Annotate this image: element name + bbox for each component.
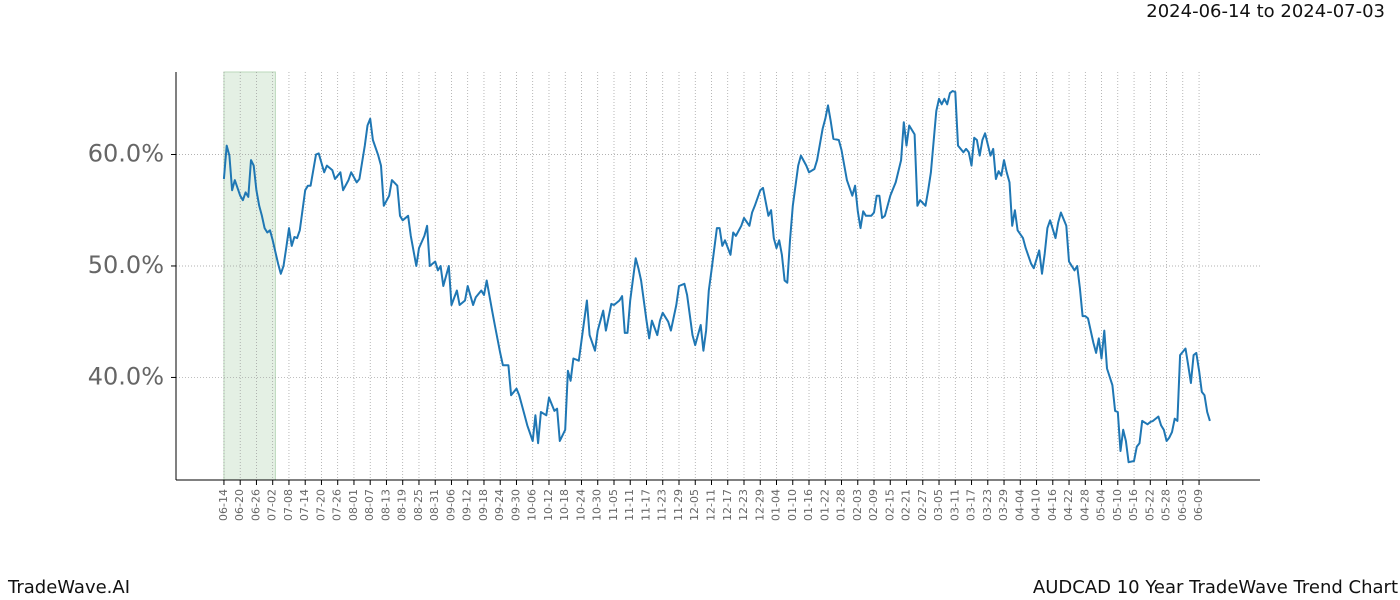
x-tick-label: 09-30: [509, 489, 522, 521]
x-tick-label: 08-07: [363, 489, 376, 521]
x-tick-label: 07-08: [282, 489, 295, 521]
x-tick-label: 01-16: [802, 489, 815, 521]
x-tick-label: 07-20: [314, 489, 327, 521]
x-tick-label: 08-31: [428, 489, 441, 521]
x-tick-label: 12-05: [688, 489, 701, 521]
y-tick-label: 50.0%: [88, 251, 164, 279]
x-tick-label: 12-11: [704, 489, 717, 521]
x-tick-label: 10-06: [526, 489, 539, 521]
x-tick-label: 05-22: [1143, 489, 1156, 521]
x-tick-label: 02-21: [900, 489, 913, 521]
x-tick-label: 10-30: [591, 489, 604, 521]
x-tick-label: 11-11: [623, 489, 636, 521]
chart-subtitle: 2024-06-14 to 2024-07-03: [1146, 1, 1385, 22]
x-tick-label: 10-18: [558, 489, 571, 521]
x-tick-label: 02-15: [883, 489, 896, 521]
x-tick-label: 11-29: [672, 489, 685, 521]
chart-title: AUDCAD 10 Year TradeWave Trend Chart: [1033, 577, 1398, 598]
x-tick-label: 05-10: [1111, 489, 1124, 521]
x-tick-label: 02-03: [851, 489, 864, 521]
x-tick-label: 01-04: [770, 489, 783, 521]
x-tick-label: 09-06: [444, 489, 457, 521]
x-tick-label: 04-10: [1030, 489, 1043, 521]
x-tick-label: 04-22: [1062, 489, 1075, 521]
x-tick-label: 04-28: [1078, 489, 1091, 521]
x-tick-label: 07-26: [331, 489, 344, 521]
x-tick-label: 09-18: [477, 489, 490, 521]
x-tick-label: 03-29: [997, 489, 1010, 521]
x-tick-label: 03-23: [981, 489, 994, 521]
x-tick-label: 01-10: [786, 489, 799, 521]
x-tick-label: 08-25: [412, 489, 425, 521]
x-tick-label: 06-26: [249, 489, 262, 521]
x-tick-label: 02-27: [916, 489, 929, 521]
x-tick-label: 03-11: [948, 489, 961, 521]
x-tick-label: 06-09: [1192, 489, 1205, 521]
x-tick-label: 09-12: [461, 489, 474, 521]
x-tick-label: 08-13: [379, 489, 392, 521]
x-tick-label: 12-29: [753, 489, 766, 521]
x-tick-label: 12-23: [737, 489, 750, 521]
x-tick-label: 01-28: [835, 489, 848, 521]
x-tick-label: 09-24: [493, 489, 506, 521]
x-tick-label: 02-09: [867, 489, 880, 521]
x-tick-label: 11-23: [656, 489, 669, 521]
x-tick-label: 07-14: [298, 489, 311, 521]
x-tick-label: 11-05: [607, 489, 620, 521]
x-tick-label: 03-05: [932, 489, 945, 521]
x-tick-label: 10-12: [542, 489, 555, 521]
x-tick-label: 06-20: [233, 489, 246, 521]
x-tick-label: 04-04: [1013, 489, 1026, 521]
x-tick-label: 08-19: [396, 489, 409, 521]
x-tick-label: 06-14: [217, 489, 230, 521]
x-tick-label: 04-16: [1046, 489, 1059, 521]
y-tick-label: 60.0%: [88, 139, 164, 167]
x-tick-label: 06-03: [1176, 489, 1189, 521]
highlight-band: [223, 71, 276, 481]
x-tick-label: 10-24: [574, 489, 587, 521]
trend-line: [222, 90, 1211, 464]
x-tick-label: 12-17: [721, 489, 734, 521]
x-tick-label: 05-28: [1160, 489, 1173, 521]
brand: TradeWave.AI: [7, 577, 130, 598]
y-tick-label: 40.0%: [88, 362, 164, 390]
x-tick-label: 05-16: [1127, 489, 1140, 521]
x-tick-label: 03-17: [965, 489, 978, 521]
x-tick-label: 11-17: [639, 489, 652, 521]
x-tick-label: 08-01: [347, 489, 360, 521]
x-tick-label: 05-04: [1095, 489, 1108, 521]
x-tick-label: 01-22: [818, 489, 831, 521]
x-tick-label: 07-02: [266, 489, 279, 521]
